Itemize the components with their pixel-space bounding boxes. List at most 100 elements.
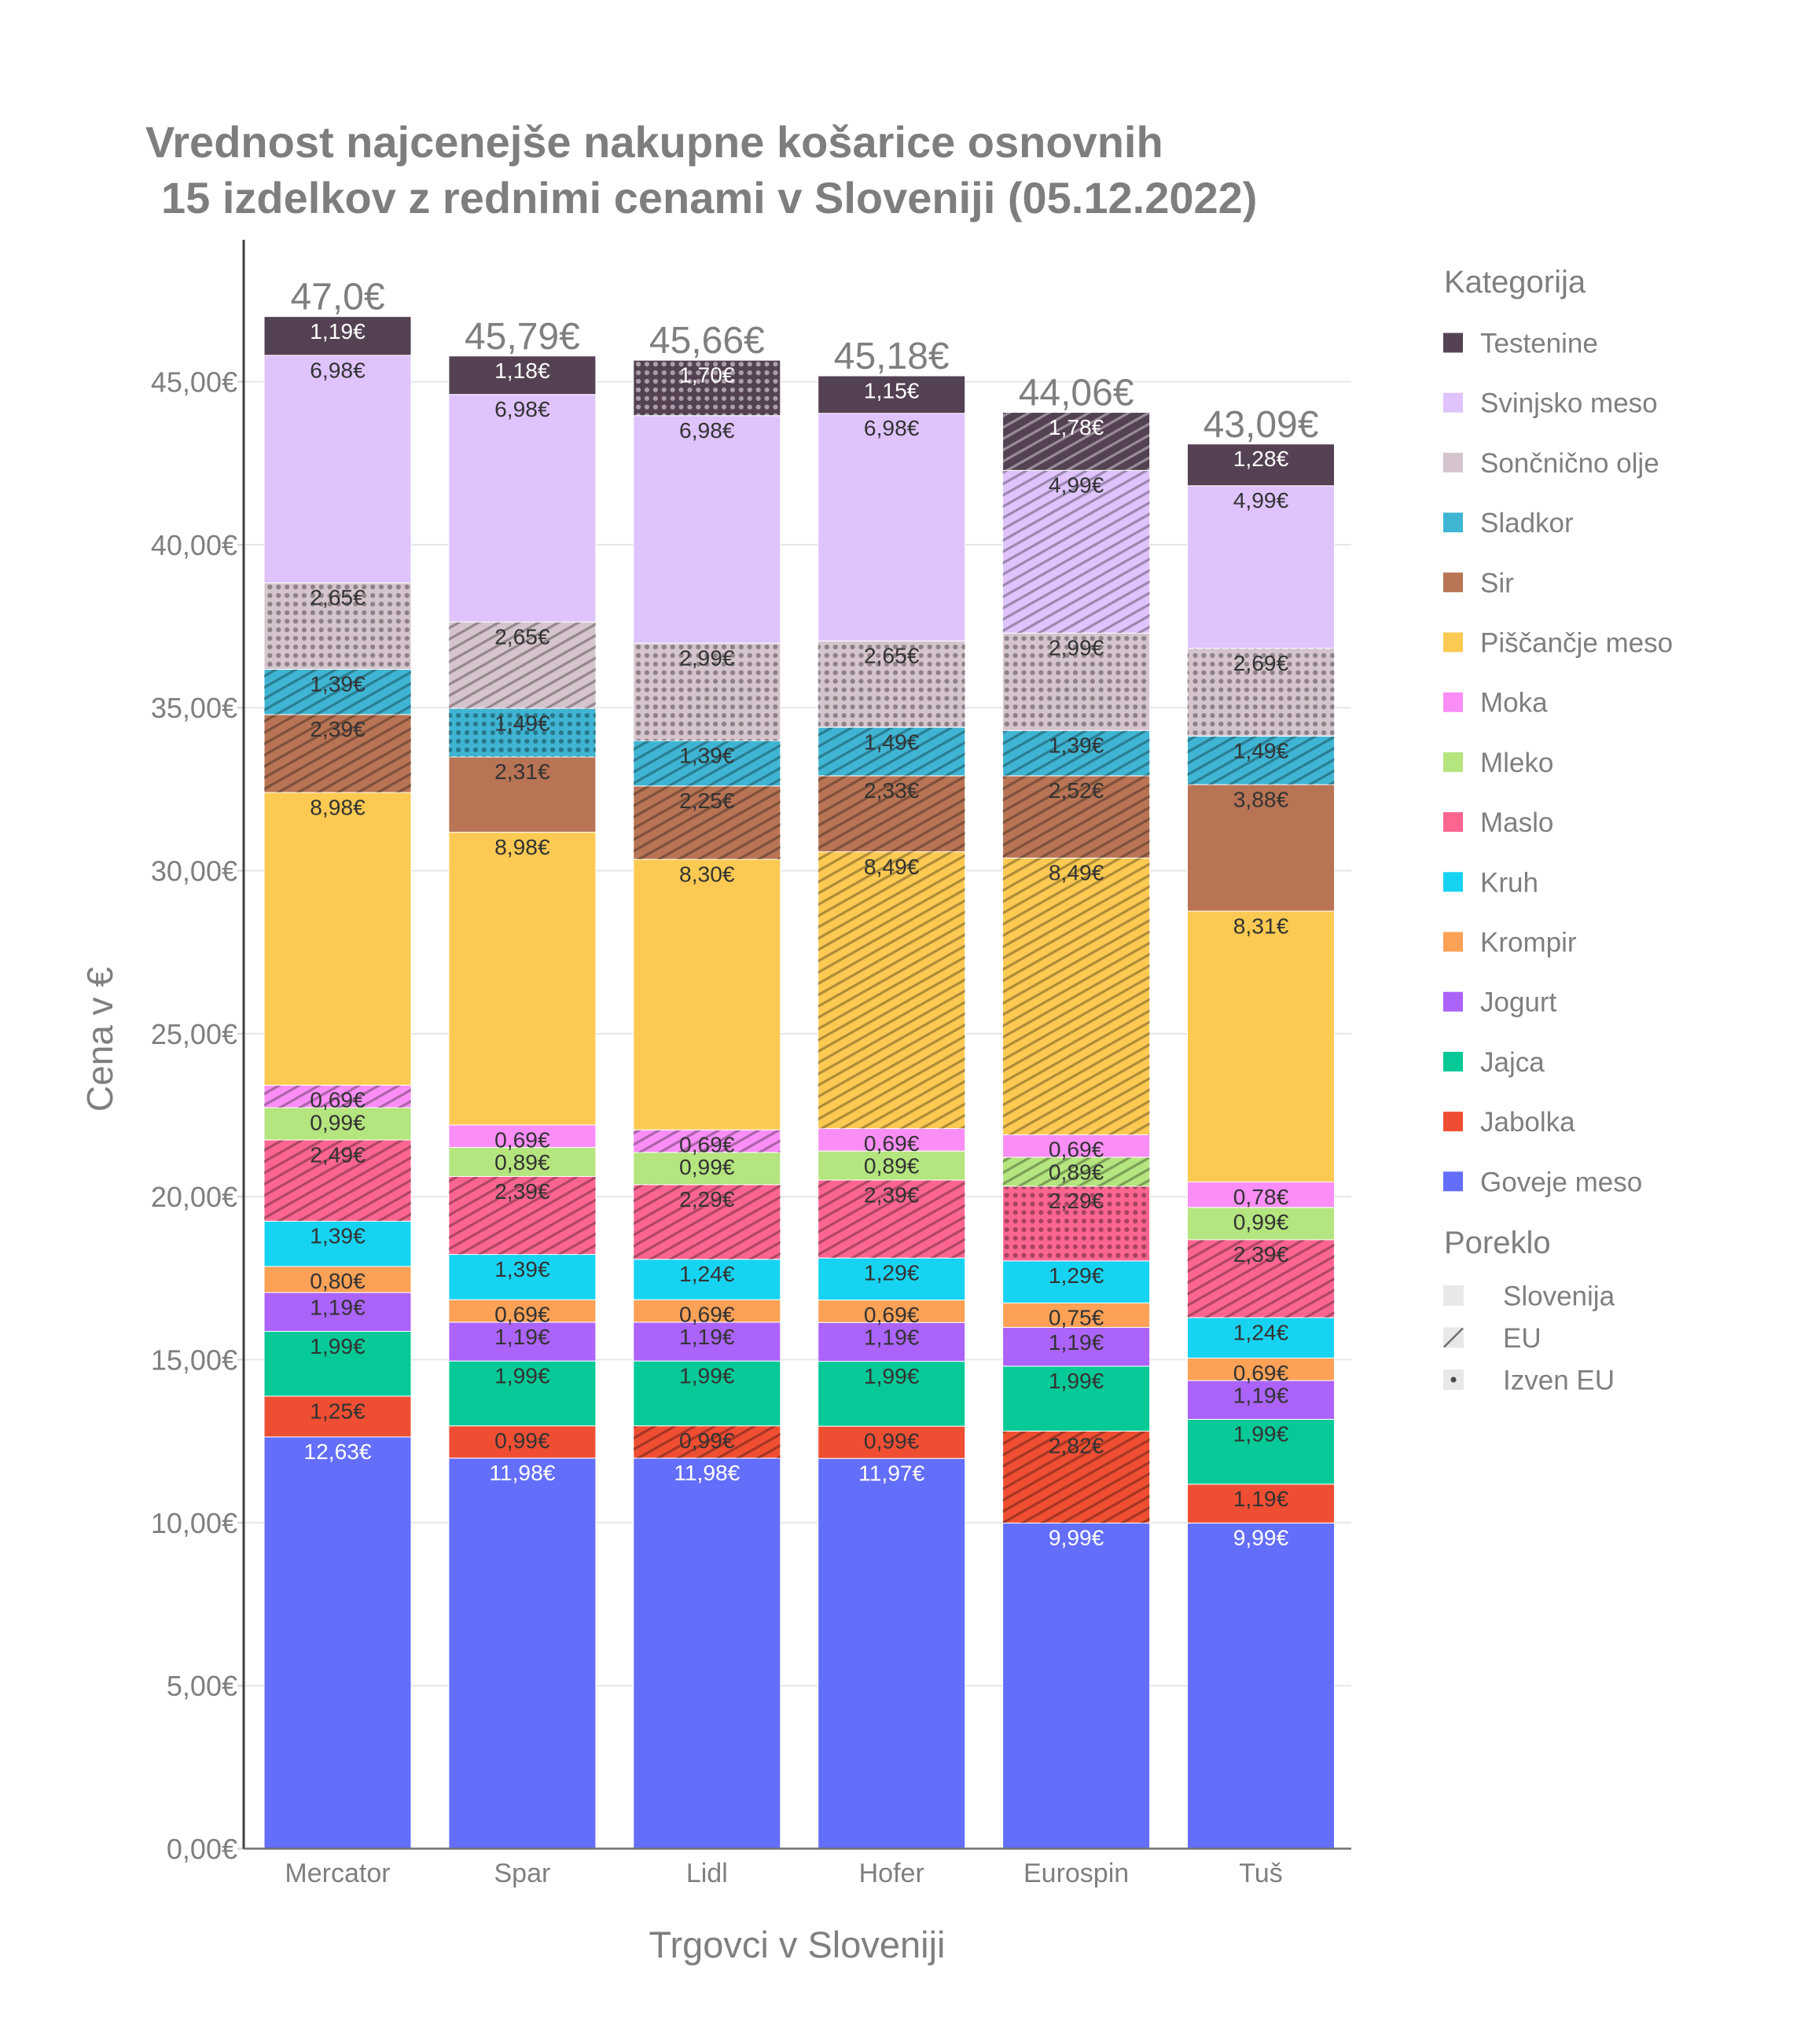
svg-text:1,19€: 1,19€ [1233, 1486, 1289, 1511]
svg-text:1,28€: 1,28€ [1233, 446, 1289, 471]
svg-text:1,99€: 1,99€ [679, 1363, 735, 1388]
svg-text:0,99€: 0,99€ [679, 1428, 735, 1453]
svg-text:0,69€: 0,69€ [679, 1302, 735, 1327]
svg-text:Spar: Spar [494, 1858, 550, 1888]
svg-text:43,09€: 43,09€ [1203, 404, 1319, 446]
svg-text:1,19€: 1,19€ [679, 1324, 735, 1349]
svg-text:1,19€: 1,19€ [494, 1324, 550, 1349]
svg-text:2,99€: 2,99€ [1049, 635, 1104, 660]
svg-text:40,00€: 40,00€ [151, 529, 237, 561]
svg-text:Trgovci v Sloveniji: Trgovci v Sloveniji [649, 1924, 946, 1965]
svg-text:5,00€: 5,00€ [167, 1670, 237, 1702]
svg-text:0,69€: 0,69€ [1233, 1360, 1289, 1385]
svg-text:0,99€: 0,99€ [494, 1428, 550, 1453]
svg-text:2,39€: 2,39€ [1233, 1241, 1289, 1266]
svg-text:0,69€: 0,69€ [864, 1130, 920, 1156]
svg-text:Piščančje meso: Piščančje meso [1480, 628, 1673, 659]
svg-text:2,99€: 2,99€ [679, 645, 735, 670]
svg-text:1,19€: 1,19€ [310, 318, 366, 344]
svg-text:0,78€: 0,78€ [1233, 1184, 1289, 1209]
svg-text:8,98€: 8,98€ [494, 834, 550, 859]
svg-text:2,31€: 2,31€ [494, 759, 550, 784]
svg-text:1,18€: 1,18€ [494, 358, 550, 383]
svg-text:2,82€: 2,82€ [1049, 1433, 1104, 1458]
svg-text:Jogurt: Jogurt [1480, 987, 1557, 1018]
svg-text:1,99€: 1,99€ [310, 1333, 366, 1358]
svg-text:6,98€: 6,98€ [679, 417, 735, 443]
svg-text:4,99€: 4,99€ [1233, 487, 1289, 513]
svg-text:1,49€: 1,49€ [864, 729, 920, 754]
svg-text:9,99€: 9,99€ [1049, 1525, 1104, 1550]
svg-text:1,39€: 1,39€ [679, 742, 735, 767]
svg-text:Slovenija: Slovenija [1503, 1281, 1615, 1312]
svg-text:2,25€: 2,25€ [679, 788, 735, 813]
svg-text:2,52€: 2,52€ [1049, 778, 1104, 803]
svg-text:2,49€: 2,49€ [310, 1141, 366, 1167]
svg-text:8,49€: 8,49€ [1049, 860, 1104, 885]
svg-text:1,19€: 1,19€ [1049, 1329, 1104, 1355]
svg-text:1,39€: 1,39€ [1049, 733, 1104, 758]
svg-text:6,98€: 6,98€ [864, 415, 920, 440]
svg-text:11,98€: 11,98€ [489, 1460, 555, 1485]
svg-text:1,29€: 1,29€ [864, 1260, 920, 1285]
svg-text:0,80€: 0,80€ [310, 1268, 366, 1293]
svg-text:0,99€: 0,99€ [679, 1154, 735, 1179]
svg-text:Testenine: Testenine [1480, 329, 1598, 359]
svg-text:Maslo: Maslo [1480, 807, 1553, 838]
svg-text:Sončnično olje: Sončnično olje [1480, 448, 1659, 479]
svg-text:2,39€: 2,39€ [864, 1182, 920, 1207]
svg-text:8,30€: 8,30€ [679, 861, 735, 886]
svg-text:12,63€: 12,63€ [303, 1439, 372, 1464]
svg-text:11,97€: 11,97€ [858, 1461, 924, 1486]
svg-text:1,70€: 1,70€ [679, 362, 735, 388]
svg-text:Eurospin: Eurospin [1023, 1858, 1129, 1888]
svg-text:EU: EU [1503, 1323, 1542, 1354]
svg-text:0,69€: 0,69€ [310, 1087, 366, 1112]
svg-text:Poreklo: Poreklo [1444, 1226, 1551, 1260]
svg-text:Sladkor: Sladkor [1480, 508, 1574, 539]
svg-text:Moka: Moka [1480, 688, 1548, 719]
svg-text:0,89€: 0,89€ [494, 1149, 550, 1175]
svg-text:10,00€: 10,00€ [151, 1507, 237, 1539]
svg-text:30,00€: 30,00€ [151, 855, 237, 888]
svg-text:15,00€: 15,00€ [151, 1344, 237, 1377]
svg-text:Krompir: Krompir [1480, 928, 1577, 958]
svg-text:2,65€: 2,65€ [864, 643, 920, 668]
svg-text:1,29€: 1,29€ [1049, 1263, 1104, 1288]
svg-text:4,99€: 4,99€ [1049, 472, 1104, 498]
svg-text:8,31€: 8,31€ [1233, 913, 1289, 938]
svg-text:Svinjsko meso: Svinjsko meso [1480, 388, 1658, 419]
svg-text:1,25€: 1,25€ [310, 1398, 366, 1423]
svg-text:0,99€: 0,99€ [864, 1428, 920, 1453]
svg-text:2,69€: 2,69€ [1233, 650, 1289, 675]
svg-text:2,33€: 2,33€ [864, 778, 920, 803]
svg-text:1,49€: 1,49€ [1233, 738, 1289, 763]
svg-text:1,24€: 1,24€ [1233, 1319, 1289, 1344]
svg-text:0,99€: 0,99€ [1233, 1209, 1289, 1234]
svg-text:1,19€: 1,19€ [864, 1325, 920, 1350]
svg-text:20,00€: 20,00€ [151, 1181, 237, 1213]
svg-text:25,00€: 25,00€ [151, 1018, 237, 1050]
svg-text:1,49€: 1,49€ [494, 710, 550, 735]
svg-text:Kruh: Kruh [1480, 867, 1538, 898]
svg-text:Jabolka: Jabolka [1480, 1107, 1575, 1138]
svg-text:Mleko: Mleko [1480, 748, 1553, 778]
svg-text:Sir: Sir [1480, 568, 1514, 598]
svg-text:2,39€: 2,39€ [310, 716, 366, 741]
svg-text:8,49€: 8,49€ [864, 854, 920, 879]
svg-text:0,69€: 0,69€ [494, 1127, 550, 1152]
svg-text:44,06€: 44,06€ [1019, 373, 1134, 414]
svg-text:2,29€: 2,29€ [679, 1186, 735, 1211]
svg-text:45,79€: 45,79€ [465, 316, 580, 358]
svg-text:47,0€: 47,0€ [290, 277, 384, 318]
svg-text:1,99€: 1,99€ [1049, 1368, 1104, 1393]
svg-text:0,99€: 0,99€ [310, 1109, 366, 1134]
svg-text:Mercator: Mercator [285, 1858, 390, 1888]
svg-text:Lidl: Lidl [686, 1858, 728, 1888]
svg-text:11,98€: 11,98€ [674, 1460, 740, 1485]
svg-text:1,39€: 1,39€ [494, 1256, 550, 1281]
svg-text:Vrednost najcenejše nakupne ko: Vrednost najcenejše nakupne košarice osn… [145, 117, 1163, 167]
svg-text:1,39€: 1,39€ [310, 671, 366, 697]
svg-text:6,98€: 6,98€ [310, 357, 366, 382]
svg-text:Hofer: Hofer [859, 1858, 924, 1888]
